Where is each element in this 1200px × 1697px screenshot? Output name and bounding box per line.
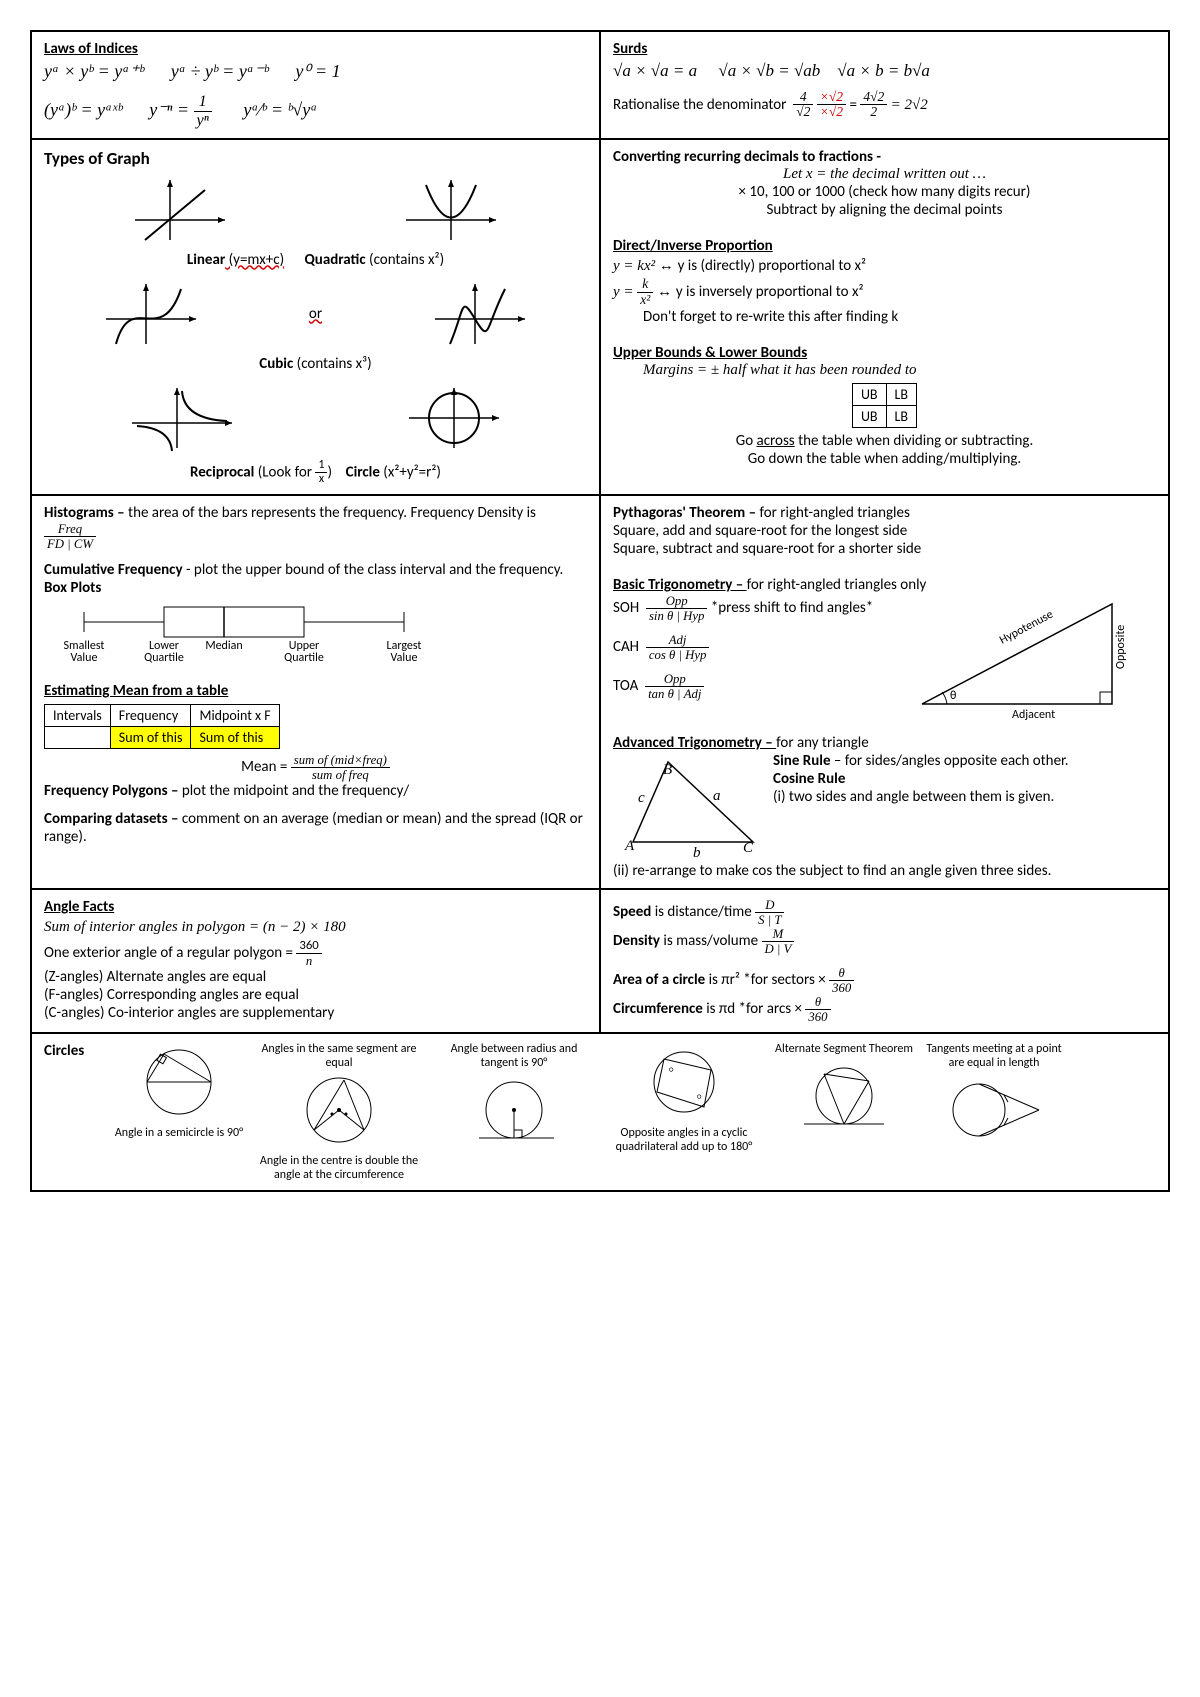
rationalise-label: Rationalise the denominator — [613, 95, 786, 113]
svg-text:Adjacent: Adjacent — [1012, 708, 1055, 722]
laws-title: Laws of Indices — [44, 40, 138, 58]
circle-theorem-tangent-icon — [469, 1070, 559, 1150]
svg-text:θ: θ — [950, 689, 956, 703]
svg-text:c: c — [638, 790, 645, 806]
svg-text:Median: Median — [205, 639, 242, 653]
bounds-table: UBLB UBLB — [852, 383, 917, 428]
law-2c: yᵃ⁄ᵇ = ᵇ√yᵃ — [243, 99, 317, 119]
pythag-trig-cell: Pythagoras' Theorem – for right-angled t… — [600, 495, 1169, 889]
svg-text:Value: Value — [71, 651, 98, 665]
law-2a: (yᵃ)ᵇ = yᵃˣᵇ — [44, 99, 122, 119]
circle-theorem-semicircle-icon — [134, 1042, 224, 1122]
svg-text:○: ○ — [697, 1092, 702, 1102]
circle-theorem-alt-segment-icon — [799, 1056, 889, 1136]
circle-theorem-tangents-icon — [944, 1070, 1044, 1150]
quadratic-graph-icon — [396, 175, 506, 245]
circle-theorem-cyclic-quad-icon: ○○ — [639, 1042, 729, 1122]
svg-text:Hypotenuse: Hypotenuse — [997, 608, 1055, 648]
speed-density-area-cell: Speed is distance/time DS | T Density is… — [600, 889, 1169, 1033]
trig-triangle-icon: θ Hypotenuse Opposite Adjacent — [912, 594, 1132, 724]
svg-text:Quartile: Quartile — [144, 651, 184, 665]
svg-text:A: A — [624, 838, 635, 854]
svg-text:○: ○ — [669, 1065, 674, 1075]
law-2b-lhs: y⁻ⁿ = — [149, 99, 189, 119]
proportion-title: Direct/Inverse Proportion — [613, 237, 1156, 255]
svg-text:Value: Value — [391, 651, 418, 665]
circles-cell: Circles Angle in a semicircle is 90° Ang… — [31, 1033, 1169, 1191]
types-of-graph-cell: Types of Graph Linear (y=mx+c) Quadratic… — [31, 139, 600, 495]
cubic-graph-icon-1 — [96, 279, 206, 349]
box-plot-diagram: SmallestValue LowerQuartile Median Upper… — [44, 597, 464, 667]
circle-theorem-centre-icon — [294, 1070, 384, 1150]
svg-text:B: B — [663, 762, 672, 778]
surds-title: Surds — [613, 40, 647, 58]
histograms-cell: Histograms – the area of the bars repres… — [31, 495, 600, 889]
svg-text:a: a — [713, 788, 721, 804]
svg-text:b: b — [693, 845, 701, 861]
law-1a: yᵃ × yᵇ = yᵃ⁺ᵇ — [44, 61, 144, 81]
svg-text:C: C — [743, 840, 754, 856]
surds-cell: Surds √a × √a = a √a × √b = √ab √a × b =… — [600, 31, 1169, 139]
circle-graph-icon — [399, 383, 509, 453]
laws-of-indices-cell: Laws of Indices yᵃ × yᵇ = yᵃ⁺ᵇ yᵃ ÷ yᵇ =… — [31, 31, 600, 139]
adv-trig-triangle-icon: B A C a b c — [613, 752, 773, 862]
svg-text:Opposite: Opposite — [1114, 625, 1128, 669]
svg-text:Quartile: Quartile — [284, 651, 324, 665]
law-1c: y⁰ = 1 — [295, 61, 340, 81]
linear-graph-icon — [125, 175, 235, 245]
law-1b: yᵃ ÷ yᵇ = yᵃ⁻ᵇ — [171, 61, 269, 81]
types-title: Types of Graph — [44, 148, 587, 169]
estimating-mean-table: IntervalsFrequencyMidpoint x F Sum of th… — [44, 704, 280, 749]
recurring-title: Converting recurring decimals to fractio… — [613, 148, 1156, 166]
angle-facts-cell: Angle Facts Sum of interior angles in po… — [31, 889, 600, 1033]
reciprocal-graph-icon — [122, 383, 242, 453]
bounds-title: Upper Bounds & Lower Bounds — [613, 344, 1156, 362]
recurring-proportion-bounds-cell: Converting recurring decimals to fractio… — [600, 139, 1169, 495]
cubic-graph-icon-2 — [425, 279, 535, 349]
